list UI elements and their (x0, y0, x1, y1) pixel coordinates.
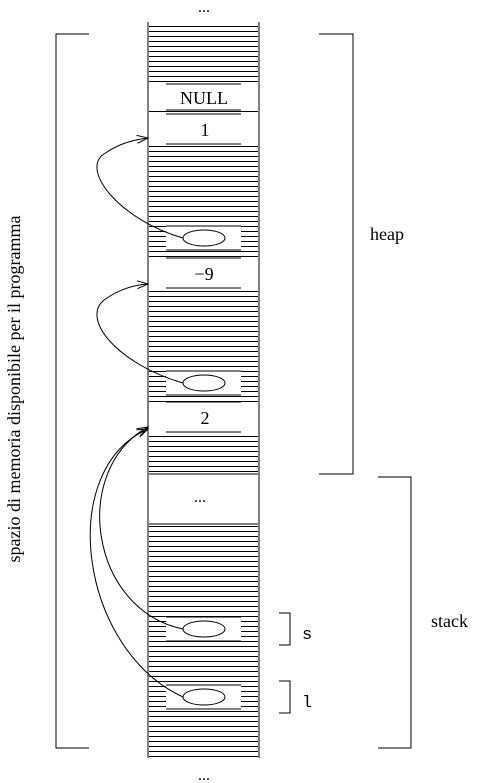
arrow-node1-next-to-node1 (96, 138, 184, 239)
node2-next-pointer (182, 374, 226, 392)
node3-value: 2 (201, 408, 210, 428)
heap-bracket (319, 33, 354, 475)
s-pointer-cell (166, 616, 241, 642)
arrow-s-to-node3 (99, 427, 184, 630)
node2-next-pointer-cell (166, 370, 241, 396)
node2-cell: −9 (149, 257, 258, 289)
l-pointer-cell (166, 684, 241, 710)
l-pointer (182, 688, 226, 706)
node3-cell: 2 (149, 401, 258, 433)
null-label: NULL (180, 88, 228, 108)
heap-label: heap (370, 224, 404, 244)
node1-cell: 1 (149, 113, 258, 145)
stack-gap-ellipsis: ... (194, 489, 206, 506)
top-ellipsis: ... (198, 0, 210, 16)
arrow-node2-next-to-node2 (96, 284, 184, 384)
program-memory-bracket (55, 33, 89, 749)
s-pointer (182, 620, 226, 638)
l-variable-bracket (279, 680, 291, 714)
node1-value: 1 (201, 120, 210, 140)
s-variable-bracket (279, 612, 291, 646)
null-cell: NULL (149, 83, 258, 111)
l-variable-label: l (302, 694, 312, 713)
bottom-ellipsis: ... (198, 767, 210, 783)
node1-next-pointer (182, 229, 226, 247)
node1-next-pointer-cell (166, 225, 241, 251)
program-memory-label: spazio di memoria disponibile per il pro… (4, 216, 24, 563)
arrow-l-to-node3 (89, 429, 184, 698)
stack-bracket (378, 476, 412, 749)
node2-value: −9 (194, 264, 213, 284)
stack-label: stack (431, 611, 468, 631)
s-variable-label: s (302, 626, 312, 645)
stack-gap-cell: ... (149, 473, 258, 525)
